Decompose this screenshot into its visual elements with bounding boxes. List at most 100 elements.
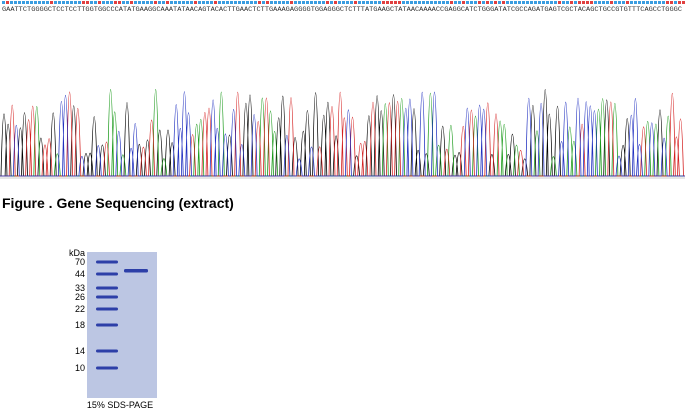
quality-bar — [58, 1, 61, 4]
quality-bar — [454, 1, 457, 4]
quality-bar — [70, 1, 73, 4]
quality-bar — [234, 1, 237, 4]
quality-bar — [210, 1, 213, 4]
quality-bar — [578, 1, 581, 4]
caption: Figure . Gene Sequencing (extract) — [2, 195, 234, 211]
quality-bar — [290, 1, 293, 4]
quality-bar — [170, 1, 173, 4]
quality-bar — [502, 1, 505, 4]
marker-label: 33 — [75, 283, 85, 293]
quality-bar — [406, 1, 409, 4]
quality-bar — [450, 1, 453, 4]
quality-bar — [642, 1, 645, 4]
quality-bar — [150, 1, 153, 4]
quality-bar — [274, 1, 277, 4]
quality-bar — [566, 1, 569, 4]
quality-bar — [638, 1, 641, 4]
marker-label: 44 — [75, 269, 85, 279]
quality-bar — [374, 1, 377, 4]
quality-bar — [330, 1, 333, 4]
quality-bar — [386, 1, 389, 4]
quality-bar — [458, 1, 461, 4]
quality-bar — [238, 1, 241, 4]
quality-bar — [522, 1, 525, 4]
quality-bar — [518, 1, 521, 4]
quality-bar — [346, 1, 349, 4]
marker-label: 26 — [75, 292, 85, 302]
quality-bar — [282, 1, 285, 4]
quality-bar — [394, 1, 397, 4]
quality-bar — [422, 1, 425, 4]
quality-bar — [474, 1, 477, 4]
quality-bar — [498, 1, 501, 4]
quality-bar — [54, 1, 57, 4]
quality-bar — [666, 1, 669, 4]
quality-bar — [462, 1, 465, 4]
quality-bar — [242, 1, 245, 4]
quality-bar — [630, 1, 633, 4]
quality-bar — [194, 1, 197, 4]
quality-bar — [206, 1, 209, 4]
quality-bar — [190, 1, 193, 4]
quality-bar — [586, 1, 589, 4]
quality-bar — [590, 1, 593, 4]
quality-bar — [362, 1, 365, 4]
quality-bar — [98, 1, 101, 4]
gel-unit: kDa — [69, 248, 85, 258]
quality-bar — [122, 1, 125, 4]
quality-bar — [654, 1, 657, 4]
quality-bar — [358, 1, 361, 4]
quality-bar — [354, 1, 357, 4]
quality-bar — [678, 1, 681, 4]
quality-bar — [166, 1, 169, 4]
quality-bar — [506, 1, 509, 4]
quality-bar — [574, 1, 577, 4]
marker-band — [96, 295, 118, 299]
marker-band — [96, 366, 118, 370]
quality-bar — [342, 1, 345, 4]
quality-bar — [614, 1, 617, 4]
quality-bar — [182, 1, 185, 4]
quality-bar — [426, 1, 429, 4]
quality-bar — [486, 1, 489, 4]
quality-bar — [82, 1, 85, 4]
quality-bar — [310, 1, 313, 4]
quality-bar — [618, 1, 621, 4]
quality-bar — [230, 1, 233, 4]
quality-bar — [18, 1, 21, 4]
quality-bar — [430, 1, 433, 4]
quality-bar — [634, 1, 637, 4]
gel-footer: 15% SDS-PAGE — [87, 400, 153, 410]
trace — [0, 91, 685, 177]
quality-bar — [674, 1, 677, 4]
quality-bar — [650, 1, 653, 4]
quality-bar — [2, 1, 5, 4]
quality-bar — [118, 1, 121, 4]
quality-bar — [226, 1, 229, 4]
quality-bar — [470, 1, 473, 4]
marker-band — [96, 272, 118, 276]
quality-bar — [146, 1, 149, 4]
quality-bar — [66, 1, 69, 4]
quality-bar — [258, 1, 261, 4]
quality-bar — [510, 1, 513, 4]
quality-bar — [622, 1, 625, 4]
quality-bar — [562, 1, 565, 4]
quality-bar — [78, 1, 81, 4]
trace — [0, 89, 685, 177]
quality-bar — [482, 1, 485, 4]
quality-bar — [126, 1, 129, 4]
marker-band — [96, 349, 118, 353]
marker-band — [96, 323, 118, 327]
quality-bar — [246, 1, 249, 4]
marker-label: 18 — [75, 320, 85, 330]
quality-bar — [350, 1, 353, 4]
quality-bar — [214, 1, 217, 4]
quality-bar — [398, 1, 401, 4]
quality-bar — [602, 1, 605, 4]
quality-bar — [494, 1, 497, 4]
quality-bar — [154, 1, 157, 4]
sequence: GAATTCTGGGGCTCCTCCTTGGTGGCCCATATGAAGGCAA… — [2, 6, 682, 13]
